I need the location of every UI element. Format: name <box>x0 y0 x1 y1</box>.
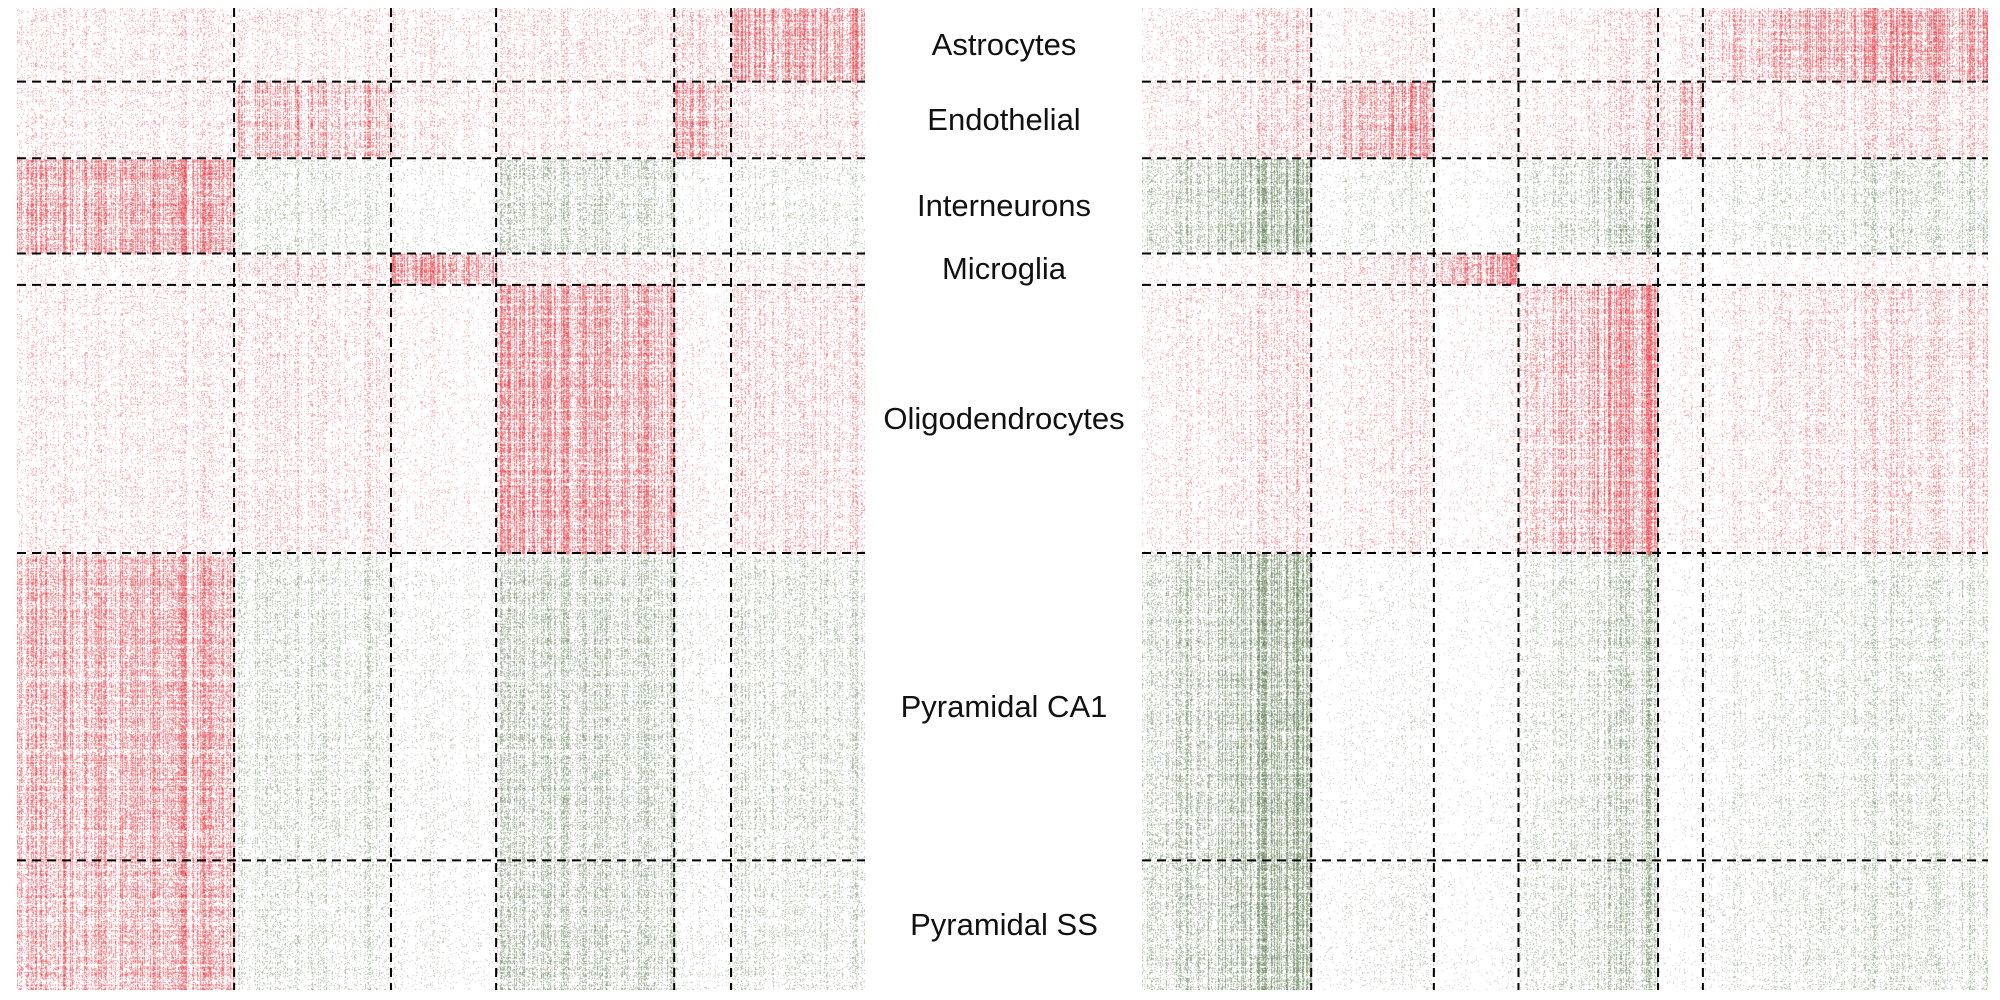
cluster-label-interneurons: Interneurons <box>916 187 1092 223</box>
cluster-label-astrocytes: Astrocytes <box>931 26 1077 62</box>
cluster-label-pyramidal-ss: Pyramidal SS <box>910 907 1098 943</box>
heatmap-left <box>17 8 865 990</box>
heatmap-left-dividers <box>17 8 865 990</box>
cluster-label-endothelial: Endothelial <box>927 101 1081 137</box>
heatmap-right-dividers <box>1142 8 1988 990</box>
cluster-label-pyramidal-ca1: Pyramidal CA1 <box>900 688 1108 724</box>
cluster-label-microglia: Microglia <box>941 251 1067 287</box>
heatmap-right-canvas <box>1142 8 1988 990</box>
cluster-label-oligodendrocytes: Oligodendrocytes <box>883 400 1125 436</box>
heatmap-left-canvas <box>17 8 865 990</box>
heatmap-right <box>1142 8 1988 990</box>
